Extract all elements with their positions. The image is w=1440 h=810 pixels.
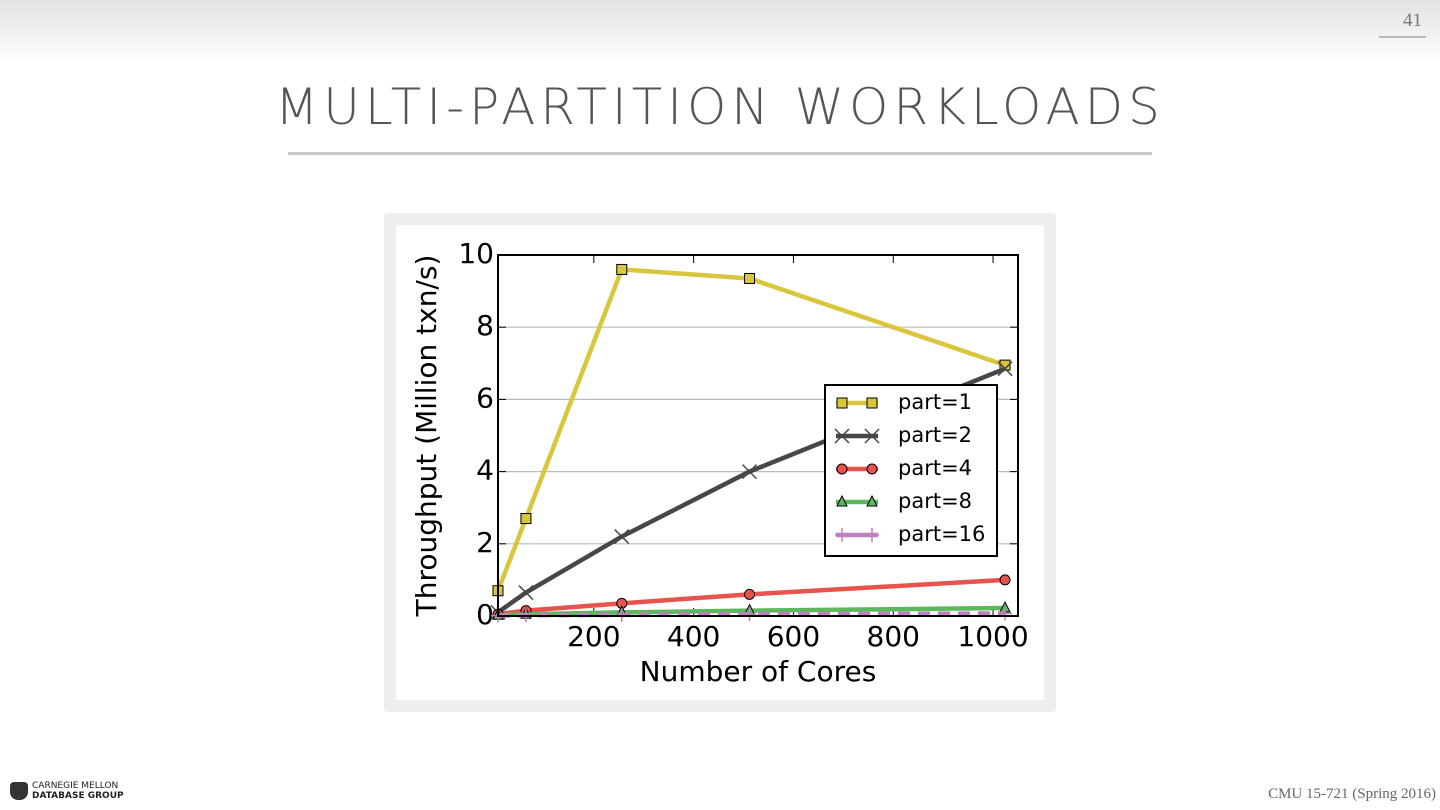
y-tick-label: 4 <box>476 454 494 487</box>
legend-marker <box>864 428 880 444</box>
marker <box>616 263 628 275</box>
slide-title: MULTI-PARTITION WORKLOADS <box>275 78 1165 136</box>
marker <box>518 585 534 601</box>
legend-marker <box>866 397 878 409</box>
footer: CMU 15-721 (Spring 2016) <box>1268 786 1436 802</box>
marker <box>742 607 757 622</box>
y-axis-label: Throughput (Million txn/s) <box>410 255 443 618</box>
x-tick-label: 400 <box>667 620 720 653</box>
logo: CARNEGIE MELLON DATABASE GROUP <box>10 781 124 801</box>
header-band <box>0 0 1440 62</box>
slide-number: 41 <box>1379 10 1426 38</box>
x-tick-label: 600 <box>767 620 820 653</box>
marker <box>997 361 1013 377</box>
marker <box>741 464 758 480</box>
legend-marker <box>836 397 848 409</box>
legend-label: part=2 <box>898 423 972 447</box>
marker <box>999 574 1011 586</box>
title-rule <box>288 152 1152 155</box>
marker <box>614 607 629 622</box>
marker <box>614 529 630 545</box>
legend-label: part=1 <box>898 390 972 414</box>
logo-line: CARNEGIE MELLON <box>32 781 119 791</box>
legend-marker <box>866 463 878 475</box>
legend-marker <box>866 494 878 507</box>
legend-marker <box>836 494 848 507</box>
x-tick-label: 800 <box>867 620 920 653</box>
x-axis-label: Number of Cores <box>640 655 877 688</box>
x-tick-label: 200 <box>567 620 620 653</box>
legend-marker <box>835 528 849 542</box>
legend-marker <box>836 463 848 475</box>
marker <box>744 588 756 600</box>
marker <box>744 272 756 284</box>
y-tick-label: 6 <box>476 381 494 414</box>
y-tick-label: 0 <box>476 598 494 631</box>
y-tick-label: 8 <box>476 309 494 342</box>
legend-label: part=4 <box>898 456 972 480</box>
x-tick-label: 1000 <box>957 620 1028 653</box>
marker <box>998 606 1013 621</box>
logo-line: DATABASE GROUP <box>32 791 124 801</box>
plot-frame <box>497 254 1019 617</box>
y-tick-label: 10 <box>458 237 494 270</box>
legend-label: part=16 <box>898 522 985 546</box>
legend-marker <box>865 528 879 542</box>
legend-label: part=8 <box>898 489 972 513</box>
y-tick-label: 2 <box>476 526 494 559</box>
marker <box>520 513 532 525</box>
legend-marker <box>834 428 850 444</box>
